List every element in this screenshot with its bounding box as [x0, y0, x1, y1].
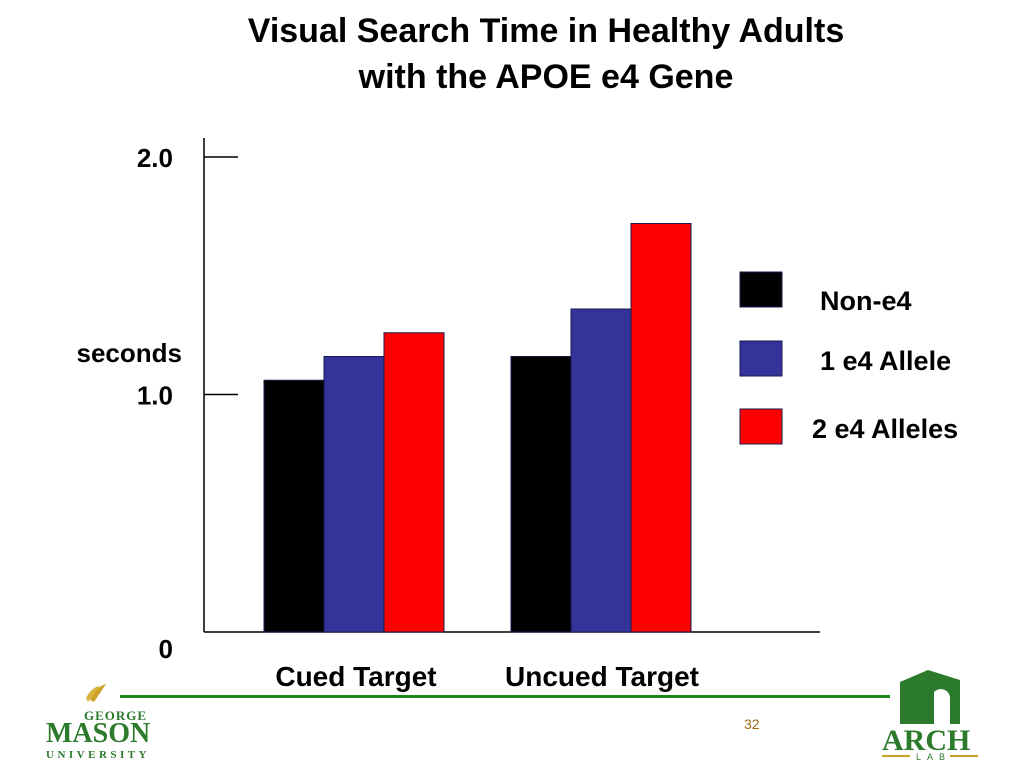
legend-swatch	[739, 408, 783, 445]
legend-label: Non-e4	[820, 286, 912, 316]
chart-bars	[263, 223, 692, 633]
gmu-logo-university: UNIVERSITY	[46, 749, 150, 760]
legend-swatch	[739, 271, 783, 308]
page-number: 32	[744, 716, 760, 732]
george-mason-university-logo: GEORGE MASON UNIVERSITY	[46, 684, 150, 760]
bar-uncued-target-1	[510, 356, 572, 633]
chart-title-line2: with the APOE e4 Gene	[358, 58, 734, 96]
bar-cued-target-1	[263, 379, 325, 633]
y-axis-label: seconds	[77, 338, 183, 368]
x-category-label: Cued Target	[275, 661, 436, 692]
legend-label: 1 e4 Allele	[820, 346, 951, 376]
chart-legend: Non-e4 1 e4 Allele 2 e4 Alleles	[739, 271, 958, 445]
chart-title-line1: Visual Search Time in Healthy Adults	[247, 12, 845, 50]
footer-rule-left	[120, 695, 890, 698]
bar-uncued-target-2	[570, 308, 632, 633]
chart-labels: 0 1.0 2.0 seconds Cued Target Uncued Target	[77, 143, 699, 692]
gmu-leaf-icon	[90, 684, 106, 702]
arch-building-icon	[900, 670, 960, 724]
gmu-logo-mason: MASON	[46, 718, 150, 749]
legend-label: 2 e4 Alleles	[812, 414, 958, 444]
bar-chart: 0 1.0 2.0 seconds Cued Target Uncued Target N…	[77, 138, 958, 692]
bar-cued-target-3	[383, 332, 445, 633]
arch-logo-lab: LAB	[916, 752, 951, 762]
legend-swatch	[739, 340, 783, 377]
arch-lab-logo: ARCH LAB	[882, 670, 978, 762]
y-tick-label: 0	[159, 634, 173, 664]
arch-logo-arch: ARCH	[882, 724, 970, 757]
y-tick-label: 2.0	[137, 143, 173, 173]
bar-uncued-target-3	[630, 223, 692, 633]
bar-cued-target-2	[323, 356, 385, 633]
gmu-logo-george: GEORGE	[84, 708, 147, 723]
gmu-leaf-icon-2	[86, 686, 100, 702]
x-category-label: Uncued Target	[505, 661, 699, 692]
y-tick-label: 1.0	[137, 381, 173, 411]
